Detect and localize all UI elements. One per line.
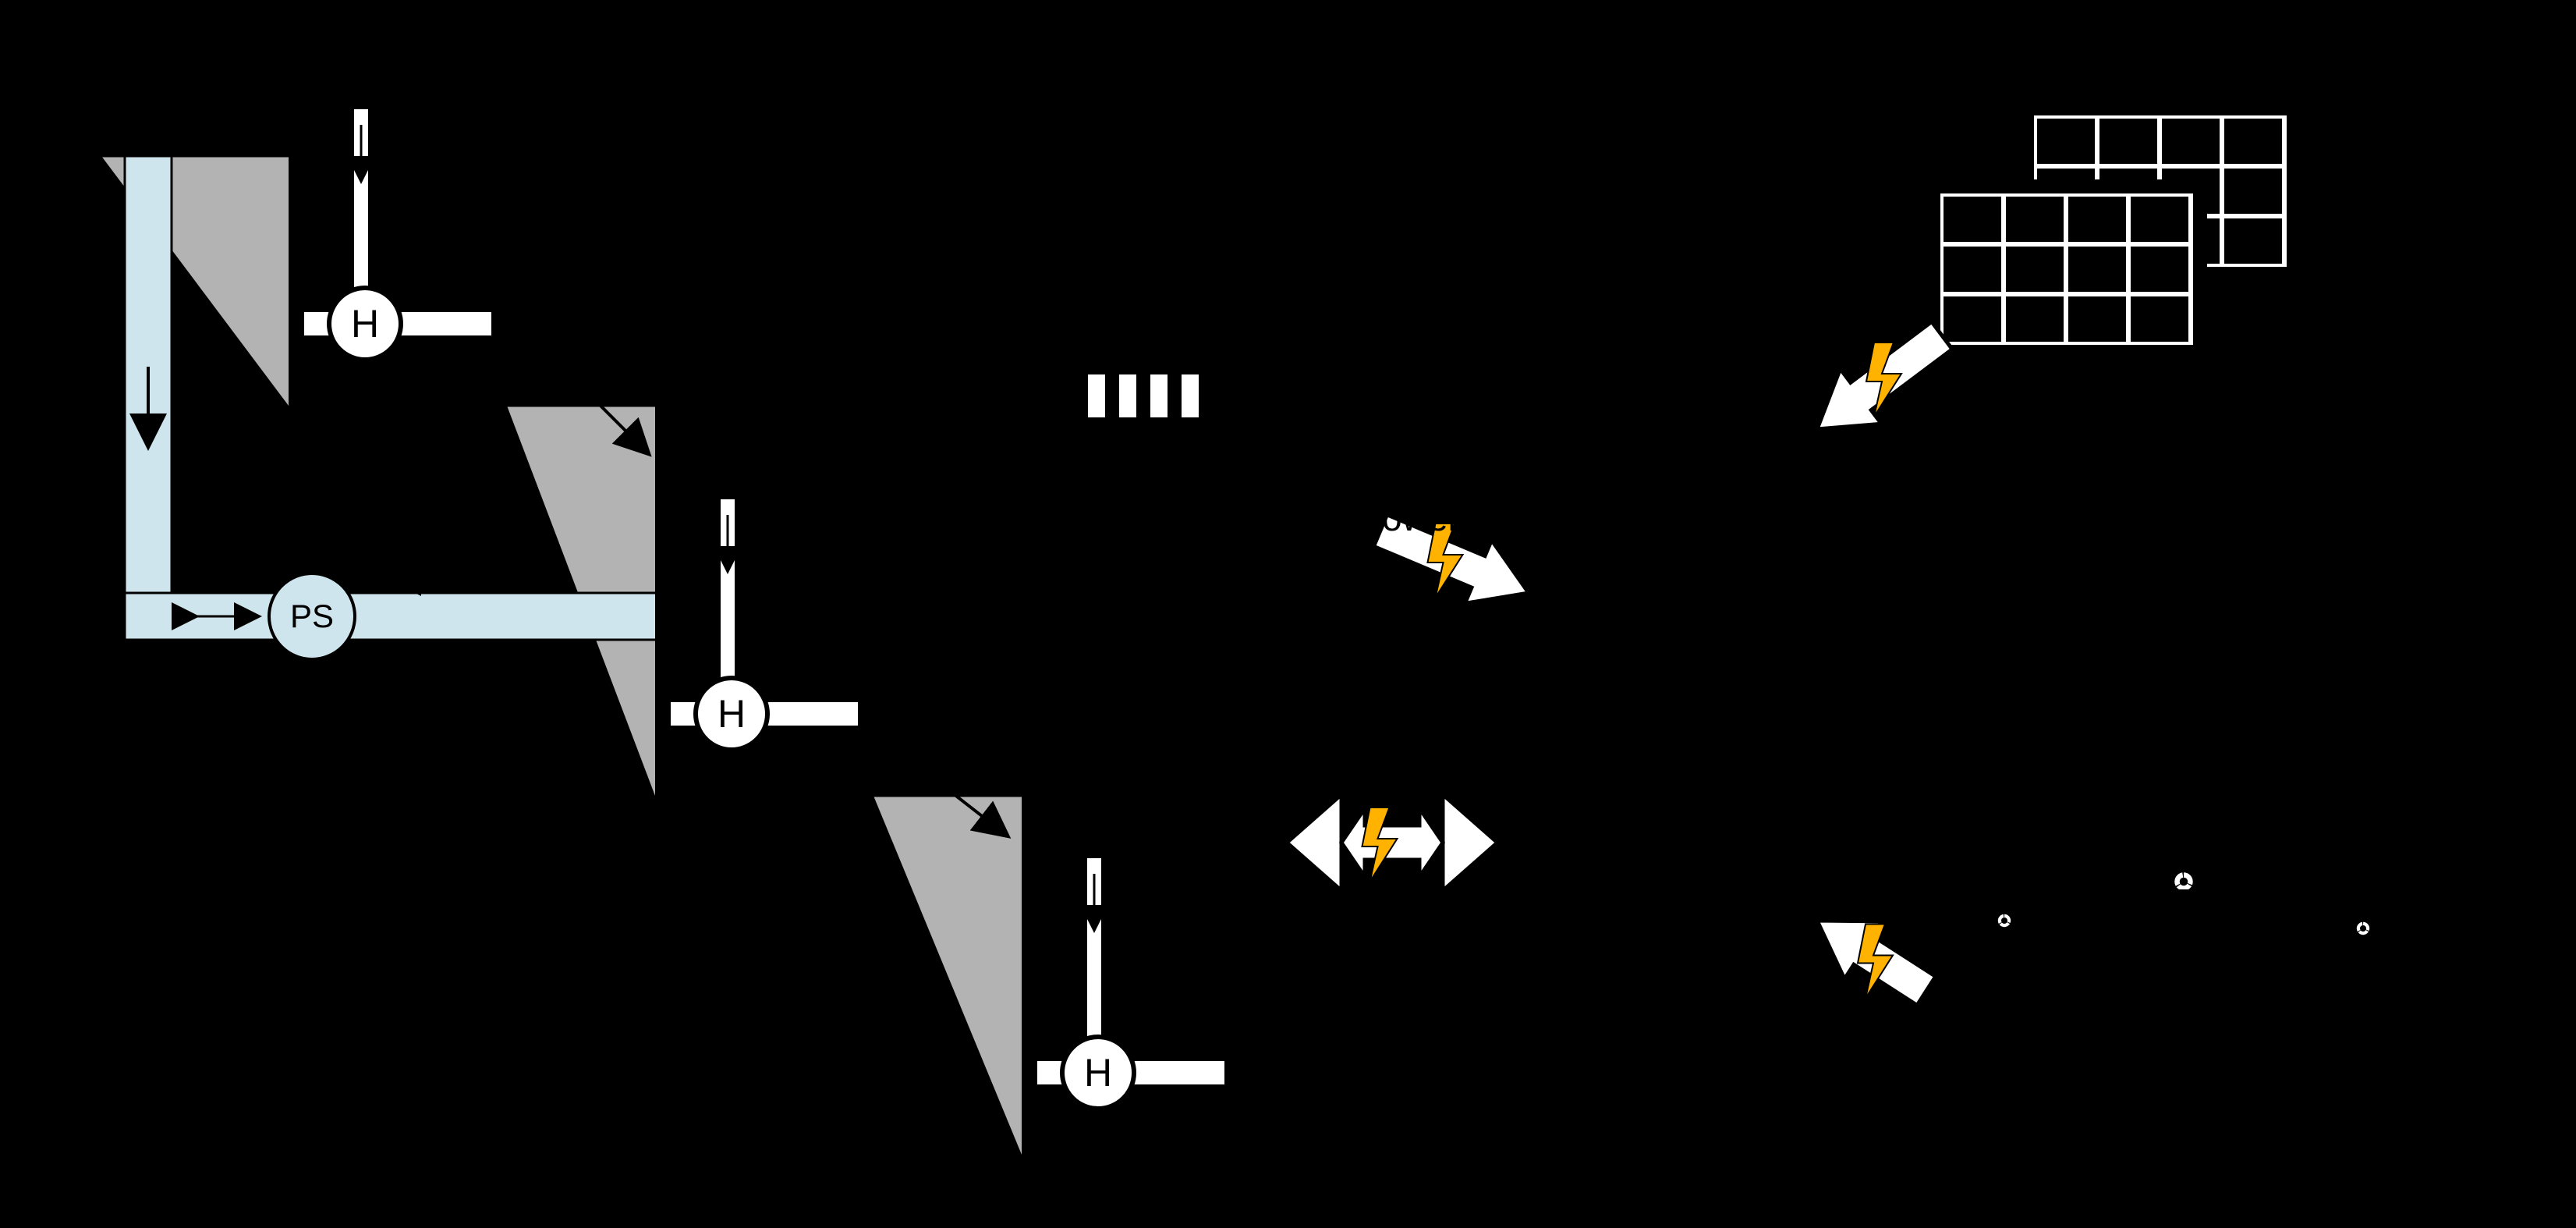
- smoke-3: [1435, 125, 1482, 172]
- regional-grid-label: Regional Grid: [1981, 607, 2200, 648]
- stack-1: [1131, 195, 1150, 304]
- insulator: [1522, 540, 1535, 552]
- pv-cell: [2068, 197, 2126, 242]
- stack-seg-1: [1100, 208, 1114, 220]
- thermal-window-0: [1088, 374, 1105, 417]
- pv-cell: [2131, 247, 2188, 292]
- stack-seg-3: [1100, 248, 1114, 261]
- thermal-window-2: [1150, 374, 1168, 417]
- smoke-4: [1484, 127, 1503, 146]
- stack-seg-4: [1100, 268, 1114, 281]
- pv-cell: [2068, 247, 2126, 292]
- pv-prod-label: PV PowerProduction: [1607, 209, 1778, 289]
- insulator: [1803, 579, 1816, 591]
- stack-seg-5: [1100, 289, 1114, 301]
- stack-seg-2: [1100, 228, 1114, 240]
- insulator: [1850, 540, 1862, 552]
- pv-cell: [1944, 197, 2001, 242]
- pv-cell: [1944, 247, 2001, 292]
- thermal-ground: [1068, 429, 1497, 443]
- turbine-h-label-1: H: [718, 692, 746, 736]
- pv-cell: [2006, 296, 2064, 342]
- thermal-window-1: [1119, 374, 1136, 417]
- pv-leg: [2043, 359, 2067, 413]
- stack-2: [1162, 172, 1181, 304]
- pv-cell: [2131, 197, 2188, 242]
- pump-label: pump: [392, 513, 481, 554]
- pv-cell: [2131, 296, 2188, 342]
- pv-base: [2012, 410, 2098, 423]
- release-label-2: release: [601, 357, 718, 398]
- stack-seg-0: [1100, 187, 1114, 200]
- pv-cell: [1944, 296, 2001, 342]
- pv-cell: [2224, 169, 2282, 214]
- release-label-1: release: [0, 389, 117, 429]
- pv-cell: [2037, 119, 2095, 164]
- wind-farms-label: Wind Farms: [2087, 1161, 2280, 1201]
- pv-cell: [2006, 247, 2064, 292]
- pv-cell: [2224, 119, 2282, 164]
- turbine-h-label-2: H: [1084, 1051, 1112, 1095]
- pv-cell: [2006, 197, 2064, 242]
- pv-cell: [2162, 119, 2220, 164]
- pv-cell: [2068, 296, 2126, 342]
- pv-cell: [2099, 119, 2157, 164]
- ps-label: PS: [290, 598, 334, 634]
- thermal-window-3: [1182, 374, 1199, 417]
- pv-cell: [2224, 218, 2282, 264]
- insulator: [1569, 579, 1582, 591]
- wind-prod-label: Wind PowerProduction: [1724, 1098, 1917, 1179]
- turbine-h-label-0: H: [351, 302, 379, 346]
